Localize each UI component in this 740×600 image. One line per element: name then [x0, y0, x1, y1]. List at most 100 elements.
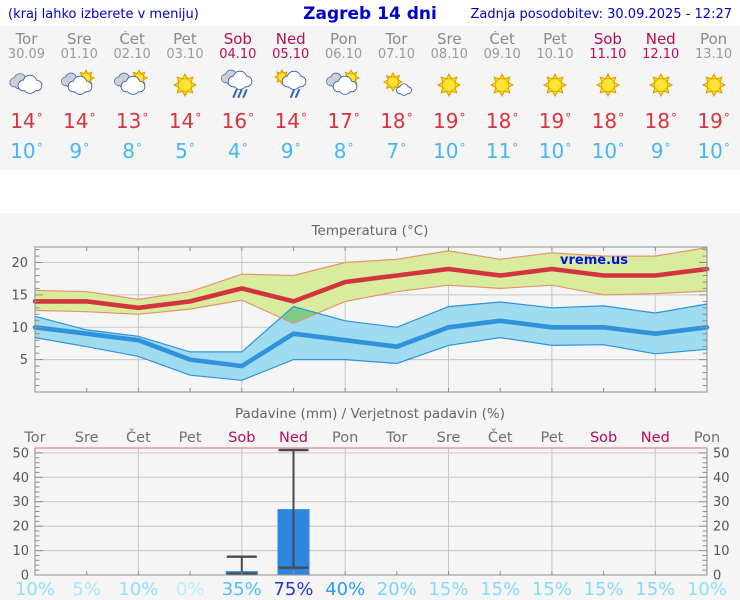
day-name: Ned [645, 31, 676, 48]
precip-probability: 35% [222, 579, 262, 600]
sun-cloud-icon [114, 69, 149, 95]
precip-day-label: Sre [437, 430, 461, 446]
sun-cloud-icon [325, 69, 360, 95]
max-temperature-line [32, 266, 710, 311]
precip-day-label: Čet [126, 428, 151, 446]
precip-day-label: Sob [228, 430, 255, 446]
precip-probability: 75% [273, 579, 313, 600]
sun-icon [437, 72, 462, 98]
sun-rain-icon [273, 69, 307, 98]
precip-probability: 10% [687, 579, 727, 600]
high-temp: 17° [327, 109, 360, 133]
precip-axis-label-left: 0 [21, 569, 29, 584]
forecast-day-7: Pon 06.10 17° 8° [317, 31, 370, 170]
low-temp: 10° [433, 139, 466, 163]
day-date: 05.10 [272, 47, 310, 62]
forecast-day-5: Sob 04.10 16° 4° [211, 31, 264, 170]
forecast-day-13: Ned 12.10 18° 9° [634, 31, 687, 170]
precip-probability: 20% [377, 579, 417, 600]
precip-probability: 15% [480, 579, 520, 600]
day-name: Sob [593, 31, 622, 48]
day-date: 08.10 [430, 47, 468, 62]
low-temp: 10° [697, 139, 730, 163]
day-name: Sob [223, 31, 252, 48]
temp-axis-label: 5 [20, 353, 28, 368]
day-date: 01.10 [60, 47, 98, 62]
location-hint: (kraj lahko izberete v meniju) [8, 6, 199, 22]
sun-icon [542, 72, 568, 98]
cloudy-icon [9, 73, 43, 94]
sun-icon [648, 72, 673, 98]
precip-day-label: Pon [694, 430, 720, 446]
day-date: 02.10 [113, 47, 151, 62]
day-name: Pet [173, 31, 197, 48]
day-name: Pon [699, 31, 728, 48]
day-name: Tor [15, 31, 38, 48]
low-temp: 10° [591, 139, 625, 163]
forecast-day-8: Tor 07.10 18° 7° [370, 31, 423, 170]
day-date: 07.10 [377, 47, 416, 62]
precip-day-label: Ned [279, 430, 308, 446]
precip-chart-title: Padavine (mm) / Verjetnost padavin (%) [235, 406, 505, 422]
day-name: Sre [66, 31, 92, 48]
high-temp: 13° [115, 109, 149, 133]
rain-icon [220, 69, 253, 98]
day-name: Pet [543, 31, 567, 48]
sun-icon [490, 72, 515, 98]
high-temp: 19° [538, 109, 572, 133]
day-name: Ned [275, 31, 306, 48]
precip-probability: 40% [325, 579, 365, 600]
day-date: 12.10 [642, 47, 680, 62]
page-title: Zagreb 14 dni [303, 4, 437, 24]
low-temp: 10° [538, 139, 572, 163]
day-date: 09.10 [483, 47, 521, 62]
high-temp: 16° [221, 109, 255, 133]
low-temp: 4° [227, 139, 248, 163]
last-update: Zadnja posodobitev: 30.09.2025 - 12:27 [470, 6, 732, 22]
sun-small-cloud-icon [383, 71, 413, 96]
day-date: 30.09 [7, 47, 46, 62]
temp-axis-label: 10 [11, 321, 28, 336]
precip-probability: 15% [428, 579, 468, 600]
temp-chart-title: Temperatura (°C) [311, 223, 429, 239]
max-temperature-range-band [35, 247, 707, 324]
day-name: Sre [436, 31, 462, 48]
precip-probability: 15% [635, 579, 675, 600]
low-temp: 9° [280, 139, 301, 163]
low-temp: 9° [650, 139, 671, 163]
high-temp: 14° [168, 109, 202, 133]
forecast-strip: Tor 30.09 14° 10° Sre 01.10 14° 9° Čet 0… [0, 26, 740, 170]
precip-probability: 0% [176, 579, 205, 600]
forecast-day-9: Sre 08.10 19° 10° [423, 31, 476, 170]
precip-day-label: Pet [540, 430, 563, 446]
sun-icon [172, 72, 198, 98]
watermark-link[interactable]: vreme.us [560, 253, 628, 268]
min-temperature-line [32, 318, 710, 369]
precip-probability: 5% [72, 579, 101, 600]
precip-axis-label-left: 50 [12, 446, 29, 461]
day-date: 11.10 [589, 47, 627, 62]
precip-axis-label-left: 10 [12, 544, 29, 559]
precip-axis-label-right: 0 [713, 569, 721, 584]
high-temp: 19° [433, 109, 466, 133]
charts-panel: 5 10 15 20 Temperatura (°C) vreme.us 0 0 10 10 20… [0, 213, 740, 600]
app-header: (kraj lahko izberete v meniju) Zagreb 14… [0, 0, 740, 26]
forecast-day-11: Pet 10.10 19° 10° [529, 31, 582, 170]
precip-axis-label-right: 10 [713, 544, 730, 559]
day-name: Pon [329, 31, 358, 48]
precip-day-label: Tor [23, 430, 45, 446]
precip-day-label: Čet [488, 428, 513, 446]
temp-axis-label: 20 [11, 256, 28, 271]
high-temp: 19° [697, 109, 730, 133]
high-temp: 14° [10, 109, 43, 133]
day-name: Tor [385, 31, 408, 48]
low-temp: 5° [175, 139, 195, 163]
day-date: 03.10 [166, 47, 204, 62]
sun-cloud-icon [61, 69, 96, 95]
day-date: 13.10 [694, 47, 733, 62]
precip-axis-label-left: 20 [12, 520, 29, 535]
high-temp: 18° [485, 109, 519, 133]
day-date: 10.10 [536, 47, 574, 62]
precip-day-label: Tor [385, 430, 407, 446]
low-temp: 8° [122, 139, 142, 163]
